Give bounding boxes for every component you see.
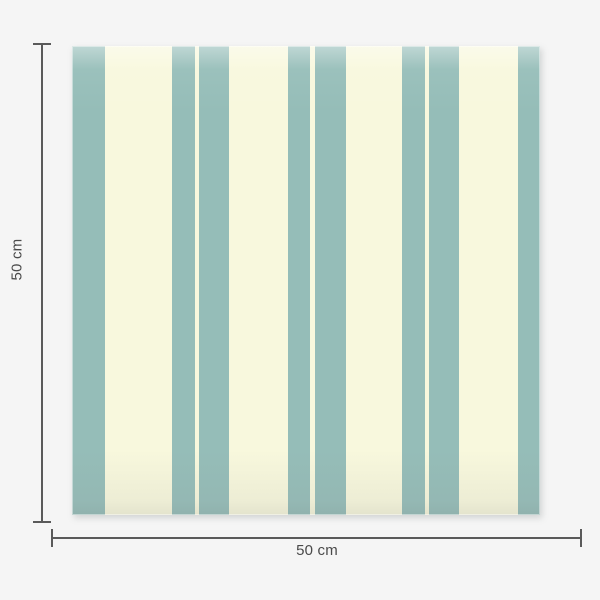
stripe-7 — [429, 46, 459, 515]
horizontal-dimension-cap-right — [580, 529, 582, 547]
horizontal-dimension-line — [52, 537, 582, 539]
stripe-6 — [402, 46, 425, 515]
stripe-5 — [315, 46, 346, 515]
stripe-2 — [172, 46, 195, 515]
swatch-container — [72, 46, 540, 515]
horizontal-dimension-cap-left — [51, 529, 53, 547]
vertical-dimension-label: 50 cm — [8, 238, 26, 281]
stripe-1 — [72, 46, 105, 515]
vertical-dimension-line — [41, 44, 43, 522]
wallpaper-swatch[interactable] — [72, 46, 540, 515]
vertical-dimension-cap-top — [33, 43, 51, 45]
stripe-4 — [288, 46, 310, 515]
stripe-8 — [518, 46, 540, 515]
stripe-3 — [199, 46, 229, 515]
vertical-dimension-cap-bottom — [33, 521, 51, 523]
horizontal-dimension-label: 50 cm — [296, 542, 338, 559]
